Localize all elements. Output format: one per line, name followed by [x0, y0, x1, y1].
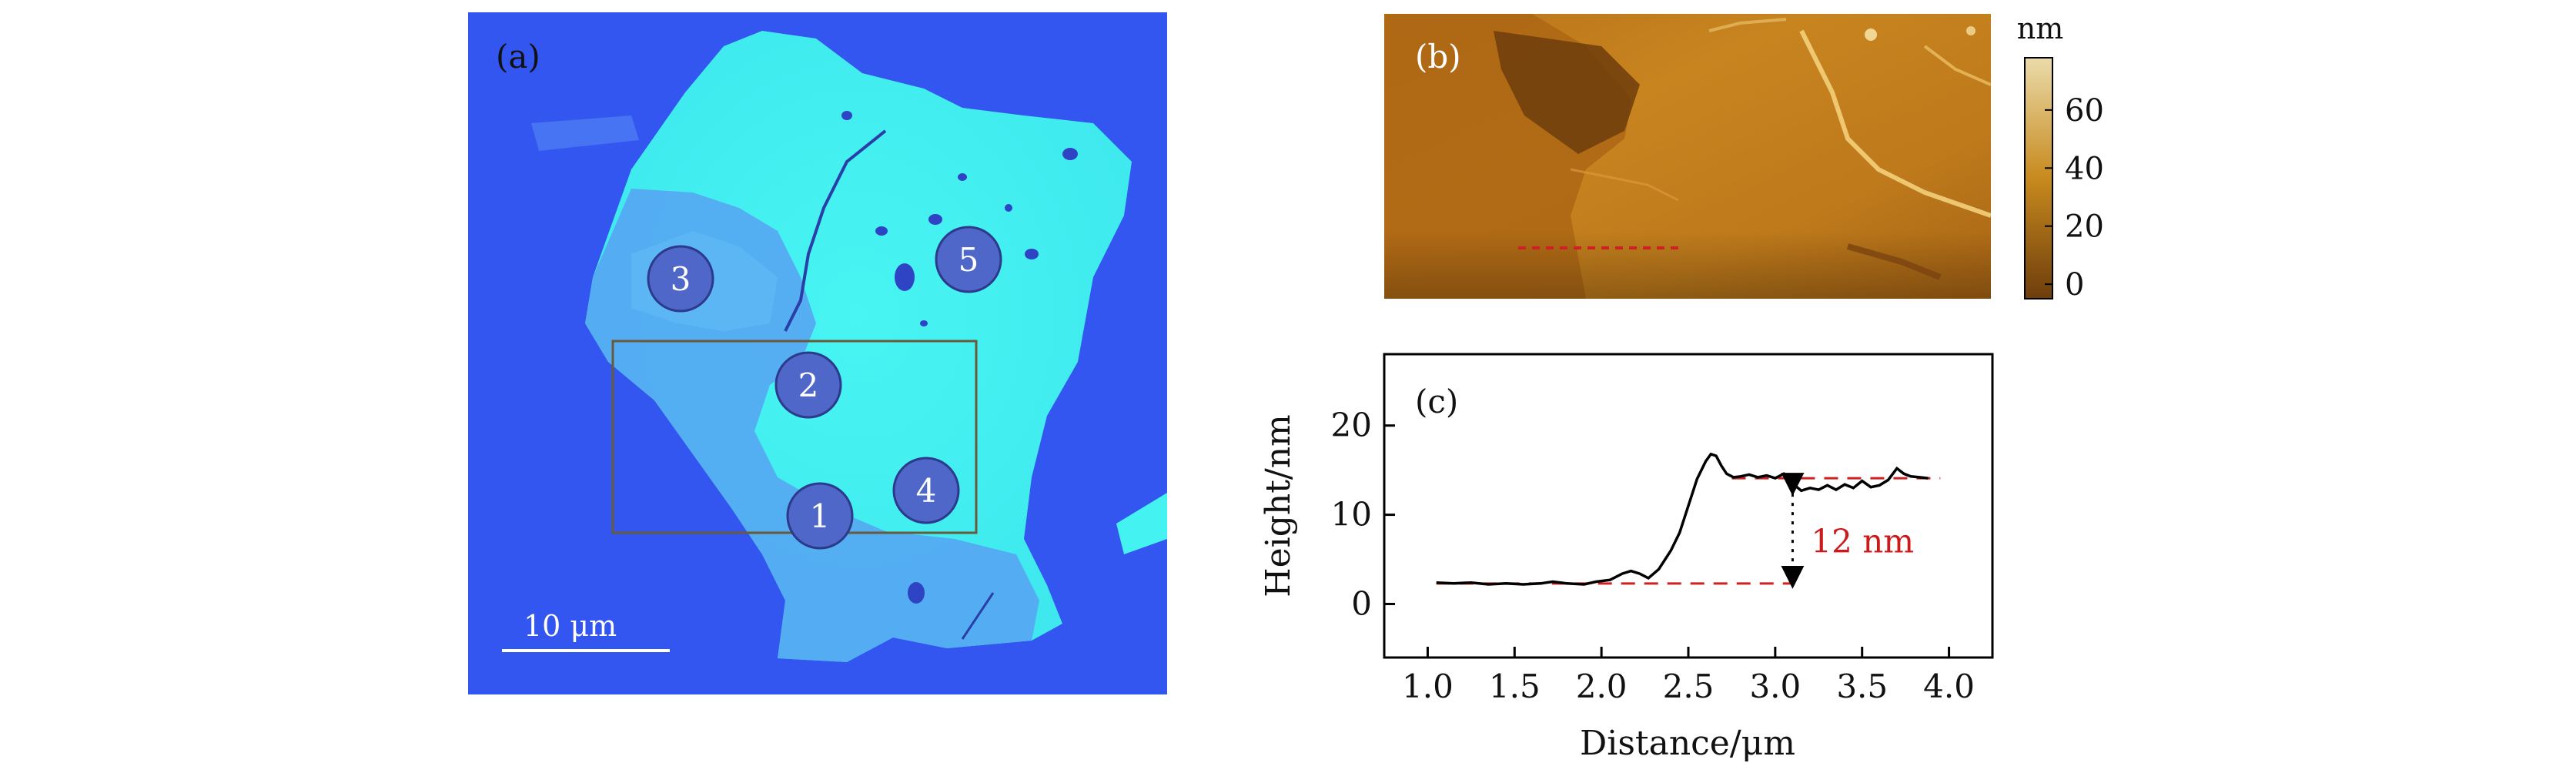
scale-bar-label: 10 μm — [524, 609, 617, 643]
panel-c-label: (c) — [1415, 383, 1458, 420]
marker-circle — [892, 457, 960, 524]
marker-circle — [935, 226, 1002, 293]
x-axis-label: Distance/μm — [1580, 724, 1795, 763]
x-tick-label: 3.0 — [1749, 668, 1801, 705]
marker-3: 3 — [647, 245, 714, 313]
flake-strip — [531, 115, 639, 151]
marker-label: 2 — [798, 366, 819, 404]
flake-main — [585, 31, 1132, 662]
afm-ridge — [1799, 29, 1991, 218]
x-tick-label: 2.0 — [1576, 668, 1628, 705]
height-annotation: 12 nm — [1811, 522, 1914, 560]
colorbar-unit: nm — [2017, 12, 2064, 45]
marker-circle — [774, 351, 842, 419]
marker-label: 1 — [810, 497, 831, 535]
x-tick-label: 1.5 — [1489, 668, 1541, 705]
x-tick-label: 4.0 — [1923, 668, 1975, 705]
height-profile-chart: 1.0 1.5 2.0 2.5 3.0 3.5 4.0 0 10 20 12 nm (c) Dis… — [1259, 353, 1994, 763]
afm-step — [1570, 168, 1679, 202]
y-tick-label: 10 — [1331, 496, 1372, 534]
flake — [531, 31, 1167, 662]
marker-label: 3 — [671, 260, 691, 298]
flake-crack — [784, 129, 887, 332]
y-axis-label: Height/nm — [1259, 414, 1298, 597]
colorbar — [2024, 57, 2053, 299]
colorbar-tick-label: 0 — [2065, 267, 2084, 303]
marker-5: 5 — [935, 226, 1002, 293]
afm-ridge — [1923, 45, 1991, 86]
x-tick-label: 1.0 — [1402, 668, 1454, 705]
colorbar-tick-label: 20 — [2065, 209, 2104, 245]
panel-a-label: (a) — [496, 38, 540, 75]
flake-fragment — [1116, 493, 1167, 554]
afm-ridge — [1846, 243, 1942, 280]
panel-b-label: (b) — [1415, 38, 1461, 75]
afm-dark-patch — [1494, 31, 1640, 154]
colorbar-ticks: 0 20 40 60 — [2045, 93, 2104, 303]
marker-4: 4 — [892, 457, 960, 524]
marker-2: 2 — [774, 351, 842, 419]
x-tick-label: 3.5 — [1836, 668, 1888, 705]
panel-a: 1 2 3 4 5 10 μm (a) — [468, 12, 1167, 694]
panel-b: (b) nm 0 20 40 60 — [1384, 12, 2104, 303]
afm-features — [1384, 14, 1991, 299]
colorbar-tick-label: 40 — [2065, 151, 2104, 186]
afm-ridge — [1708, 18, 1787, 32]
colorbar-tick-label: 60 — [2065, 93, 2104, 129]
marker-circle — [786, 482, 854, 550]
marker-label: 4 — [916, 472, 937, 510]
y-tick-label: 20 — [1331, 407, 1372, 444]
flake-crack — [961, 592, 995, 640]
marker-1: 1 — [786, 482, 854, 550]
afm-shade — [1384, 231, 1991, 299]
marker-label: 5 — [958, 241, 979, 279]
axis-ticks: 1.0 1.5 2.0 2.5 3.0 3.5 4.0 0 10 20 — [1331, 407, 1975, 705]
series-line — [1436, 452, 1929, 586]
markers: 1 2 3 4 5 — [647, 226, 1002, 550]
y-tick-label: 0 — [1351, 584, 1372, 622]
marker-circle — [647, 245, 714, 313]
x-tick-label: 2.5 — [1663, 668, 1715, 705]
